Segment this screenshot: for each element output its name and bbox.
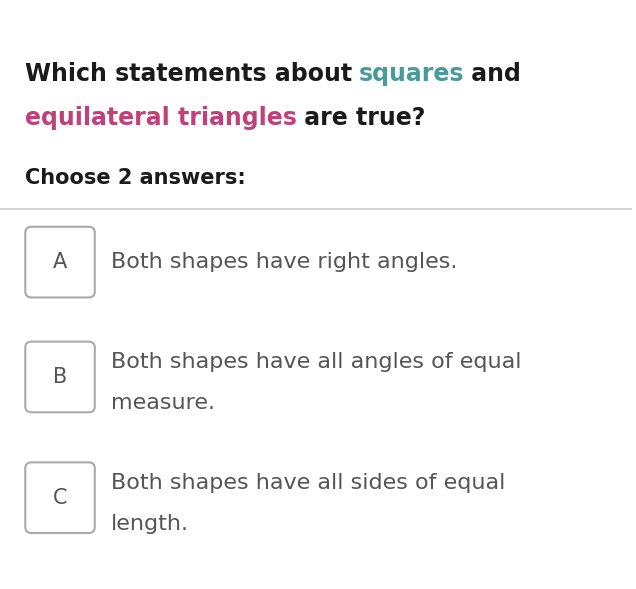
Text: measure.: measure. [111,393,214,413]
Text: A: A [53,252,67,272]
Text: Choose 2 answers:: Choose 2 answers: [25,168,246,188]
Text: length.: length. [111,514,189,534]
FancyBboxPatch shape [25,462,95,533]
Text: are true?: are true? [296,106,425,130]
Text: Which statements about: Which statements about [25,62,361,86]
Text: equilateral triangles: equilateral triangles [25,106,297,130]
Text: Both shapes have all angles of equal: Both shapes have all angles of equal [111,352,521,372]
Text: and: and [464,62,522,86]
FancyBboxPatch shape [25,342,95,412]
Text: squares: squares [359,62,464,86]
FancyBboxPatch shape [25,227,95,297]
Text: B: B [53,367,67,387]
Text: C: C [53,488,67,508]
Text: Both shapes have all sides of equal: Both shapes have all sides of equal [111,473,505,493]
Text: Both shapes have right angles.: Both shapes have right angles. [111,252,457,272]
